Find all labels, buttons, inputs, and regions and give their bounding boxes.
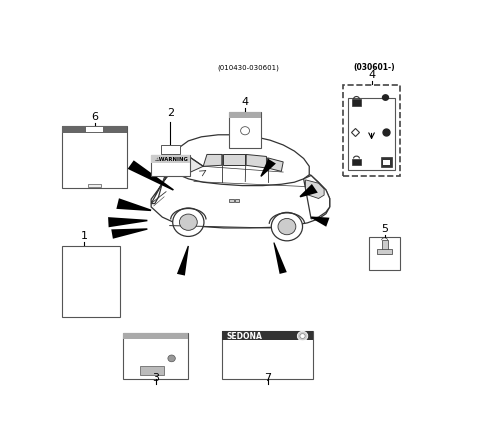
Bar <box>62 126 127 133</box>
Bar <box>222 331 313 379</box>
Text: SEDONA: SEDONA <box>226 331 262 341</box>
Text: 6: 6 <box>91 112 98 121</box>
Polygon shape <box>177 246 189 275</box>
Circle shape <box>271 213 302 241</box>
Bar <box>381 158 392 167</box>
Polygon shape <box>175 171 181 176</box>
Polygon shape <box>108 217 147 227</box>
Circle shape <box>168 355 175 362</box>
Text: 4: 4 <box>242 97 249 107</box>
Polygon shape <box>223 154 245 165</box>
Bar <box>151 155 190 176</box>
Bar <box>369 238 400 270</box>
Polygon shape <box>246 154 266 168</box>
Bar <box>229 112 261 118</box>
Polygon shape <box>203 154 222 166</box>
Polygon shape <box>166 135 309 186</box>
Polygon shape <box>267 158 283 171</box>
Circle shape <box>300 334 305 338</box>
Bar <box>140 366 164 375</box>
Bar <box>343 85 400 176</box>
Bar <box>222 331 313 341</box>
Bar <box>229 112 261 148</box>
Circle shape <box>173 208 204 236</box>
Bar <box>123 333 188 379</box>
Text: (010430-030601): (010430-030601) <box>217 65 279 71</box>
Text: 5: 5 <box>381 224 388 234</box>
Text: 1: 1 <box>81 231 88 241</box>
Text: (030601-): (030601-) <box>354 62 395 72</box>
Polygon shape <box>151 168 188 204</box>
Polygon shape <box>128 160 174 191</box>
Text: 4: 4 <box>368 70 375 80</box>
Polygon shape <box>304 176 330 219</box>
Circle shape <box>297 331 308 341</box>
Bar <box>86 127 103 132</box>
Polygon shape <box>166 156 203 173</box>
Polygon shape <box>274 242 287 274</box>
Polygon shape <box>116 198 151 211</box>
Bar <box>348 98 395 170</box>
Bar <box>352 158 361 165</box>
Bar <box>123 333 188 339</box>
Text: Health: Health <box>378 264 391 268</box>
Circle shape <box>240 127 250 135</box>
Polygon shape <box>311 216 329 227</box>
Bar <box>377 249 392 254</box>
Bar <box>88 184 101 187</box>
Bar <box>383 160 390 165</box>
Bar <box>62 126 127 188</box>
Circle shape <box>383 95 388 100</box>
Text: ⚠WARNING: ⚠WARNING <box>155 157 189 161</box>
Polygon shape <box>168 166 189 176</box>
Polygon shape <box>151 156 330 228</box>
Bar <box>161 145 180 154</box>
Text: 7: 7 <box>264 373 271 383</box>
Bar <box>235 199 240 202</box>
Bar <box>62 246 120 317</box>
Circle shape <box>180 214 197 230</box>
Text: 3: 3 <box>153 373 159 383</box>
Bar <box>229 199 234 202</box>
Bar <box>151 155 190 163</box>
Polygon shape <box>111 228 147 239</box>
Bar <box>382 240 387 250</box>
Text: > LB-L00 <: > LB-L00 < <box>235 120 255 124</box>
Text: A/C CONDENSER: A/C CONDENSER <box>72 255 109 259</box>
Bar <box>352 99 361 106</box>
Text: 2: 2 <box>167 108 174 118</box>
Circle shape <box>278 219 296 235</box>
Text: CAUTION: CAUTION <box>75 250 107 255</box>
Text: Take Care of: Take Care of <box>372 260 397 264</box>
Polygon shape <box>260 159 276 177</box>
Polygon shape <box>305 180 324 198</box>
Polygon shape <box>300 184 318 198</box>
